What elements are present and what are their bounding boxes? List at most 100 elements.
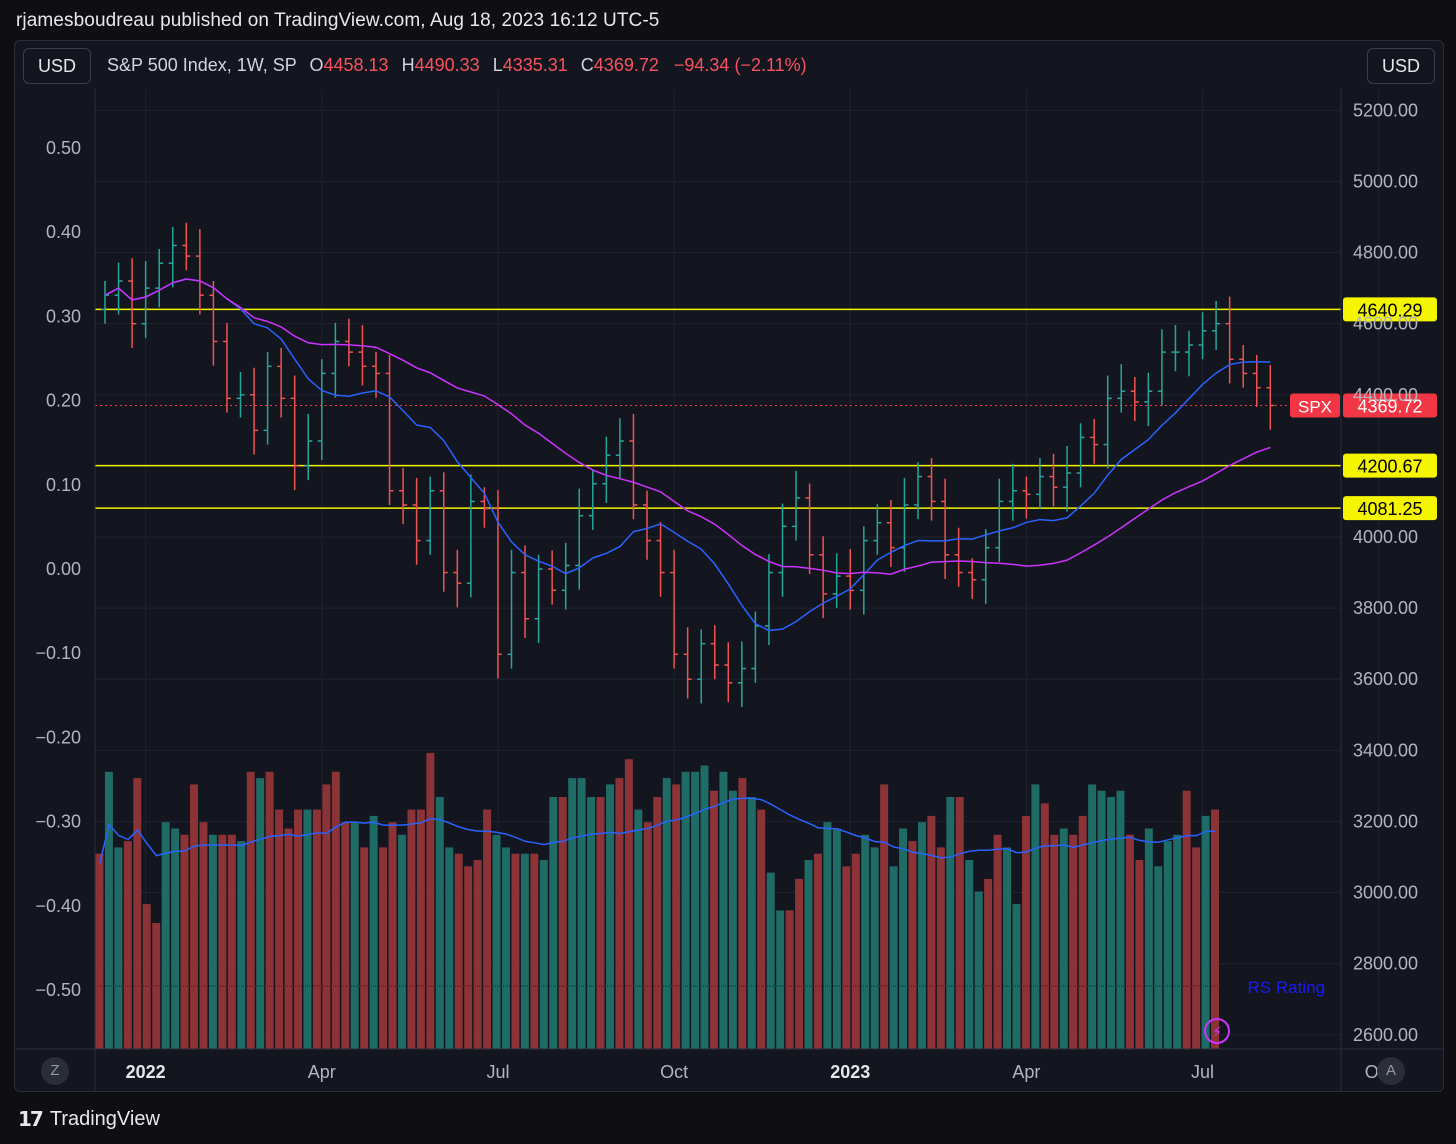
volume-bar [294,809,302,1049]
symbol-tag [1290,393,1340,418]
price-tick-label: 2600.00 [1353,1025,1418,1045]
ohlc-bar [941,478,950,579]
volume-bar [256,778,265,1049]
level-tag [1343,453,1437,478]
volume-bar [133,778,142,1049]
ohlc-bar [710,625,719,680]
volume-bar [1163,841,1172,1049]
volume-bar [237,841,246,1049]
ohlc-bar [1198,312,1207,360]
volume-bar [341,822,350,1049]
ohlc-bar [588,469,597,530]
ohlc-bars [101,222,1275,707]
volume-bar [104,771,113,1049]
ohlc-bar [1239,345,1248,388]
ohlc-bar [548,550,557,605]
ohlc-bar [1008,463,1017,521]
volume-bar [1211,809,1219,1049]
footer: 17 TradingView [18,1104,160,1134]
volume-bar [331,771,340,1049]
volume-bar [123,841,132,1049]
low-label: L [492,55,503,75]
tradingview-logo-icon: 17 [18,1107,44,1131]
volume-bar [738,778,747,1049]
open-label: O [309,55,324,75]
ohlc-bar [995,478,1004,562]
price-chart[interactable]: RS Rating ⚡ 4640.29 4200.67 4081.25 SPX 4369.… [15,41,1443,1091]
time-tick-label: Apr [1012,1062,1040,1082]
currency-left-button[interactable]: USD [23,48,92,84]
volume-bar [190,784,198,1049]
symbol-legend: S&P 500 Index, 1W, SP O4458.13 H4490.33 … [107,55,807,76]
volume-bar [624,759,633,1049]
ohlc-bar [1103,375,1112,469]
volume-bar [142,904,151,1049]
volume-bar [492,834,501,1049]
volume-bar [398,834,406,1049]
ohlc-bar [534,554,543,643]
auto-scale-button[interactable]: A [1377,1057,1405,1085]
ohlc-bar [1266,364,1275,430]
volume-bar [369,815,378,1049]
volume-bar [312,809,321,1049]
ohlc-bar [643,490,651,560]
ohlc-bar [250,367,259,455]
volume-bar [955,797,964,1049]
publish-caption: rjamesboudreau published on TradingView.… [16,10,660,31]
volume-bar [804,860,813,1049]
volume-bar [993,834,1002,1049]
ohlc-bar [1035,458,1044,509]
ohlc-bar [128,258,137,348]
lightning-icon [1204,1018,1230,1044]
rs-tick-label: 0.40 [46,222,81,242]
ohlc-bar [1063,445,1072,512]
ohlc-bar [1144,372,1153,427]
volume-bar [596,797,605,1049]
volume-bar [275,809,284,1049]
ohlc-bar [1022,476,1031,519]
volume-bar [870,847,879,1049]
volume-bar [795,878,804,1049]
level-tag [1343,297,1437,322]
price-tick-label: 3400.00 [1353,740,1418,760]
price-tick-label: 5200.00 [1353,100,1418,120]
volume-bar [502,847,510,1049]
volume-bar [776,910,785,1049]
ohlc-bar [1171,325,1180,372]
ohlc-bar [1090,418,1099,464]
ohlc-bar [182,222,191,271]
volume-bars: RS Rating ⚡ [95,752,1325,1049]
time-tick-label: 2023 [830,1062,870,1082]
ohlc-bar [358,325,367,386]
volume-bar [681,771,690,1049]
volume-bar [1021,815,1030,1049]
ohlc-bar [805,483,814,574]
volume-bar [709,790,718,1049]
ohlc-bar [385,354,394,505]
volume-bar [1003,847,1012,1049]
ohlc-bar [1157,329,1166,406]
volume-bar [464,866,473,1049]
volume-bar [180,834,189,1049]
volume-bar [445,847,454,1049]
volume-bar [1097,790,1106,1049]
currency-right-button[interactable]: USD [1366,48,1435,84]
level-tag-label: 4081.25 [1357,499,1422,519]
rs-tick-label: −0.30 [35,812,81,832]
volume-bar [1154,866,1163,1049]
volume-bar [662,778,671,1049]
volume-bar [1040,803,1049,1049]
volume-bar [265,771,274,1049]
ohlc-bar [453,549,462,608]
lightning-glyph: ⚡ [1212,1023,1223,1041]
zoom-reset-button[interactable]: Z [41,1057,69,1085]
ohlc-bar [900,477,909,572]
rs-tick-label: 0.10 [46,475,81,495]
volume-bar [965,860,974,1049]
volume-bar [483,809,492,1049]
volume-bar [615,778,624,1049]
rs-tick-label: 0.30 [46,306,81,326]
volume-bar [672,784,681,1049]
volume-bar [1078,815,1087,1049]
volume-bar [984,878,993,1049]
